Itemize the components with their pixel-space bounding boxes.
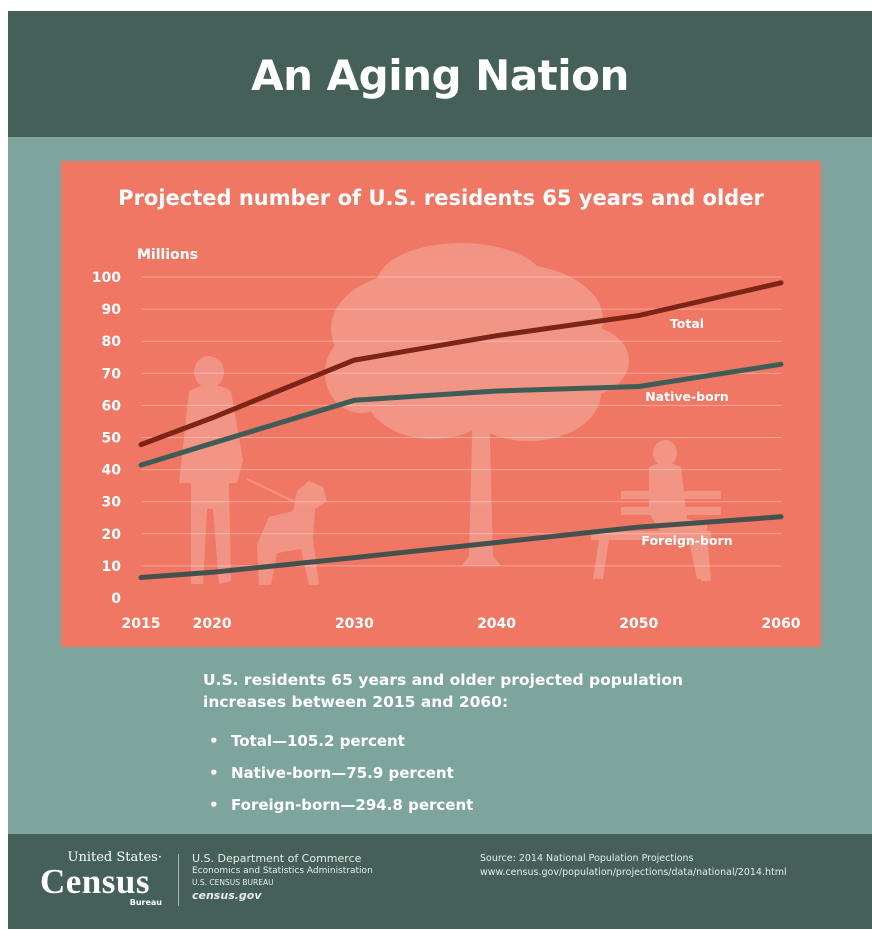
series-label: Foreign-born <box>641 533 732 548</box>
y-tick-label: 60 <box>102 398 122 414</box>
footer: United States· Census Bureau U.S. Depart… <box>8 834 872 929</box>
summary-item-text: Native-born—75.9 percent <box>231 764 454 782</box>
x-tick-label: 2060 <box>762 616 801 632</box>
y-tick-label: 50 <box>102 431 122 447</box>
census-bureau-logo: United States· Census Bureau <box>40 850 162 910</box>
logo-bureau: Bureau <box>130 898 162 907</box>
data-point <box>353 399 356 402</box>
header-banner: An Aging Nation <box>8 11 872 137</box>
data-point <box>211 571 214 574</box>
data-point <box>780 515 783 518</box>
x-tick-label: 2020 <box>193 616 232 632</box>
y-tick-label: 30 <box>102 495 122 511</box>
source-info: Source: 2014 National Population Project… <box>480 852 787 880</box>
y-tick-label: 100 <box>92 270 121 286</box>
chart-title: Projected number of U.S. residents 65 ye… <box>61 186 821 210</box>
data-point <box>637 526 640 529</box>
bullet-icon: • <box>203 789 231 821</box>
y-axis-label: Millions <box>137 247 198 263</box>
x-tick-label: 2040 <box>477 616 516 632</box>
y-tick-label: 20 <box>102 527 122 543</box>
y-tick-label: 10 <box>102 559 122 575</box>
summary-heading-line: U.S. residents 65 years and older projec… <box>203 669 723 691</box>
y-tick-label: 90 <box>102 302 122 318</box>
department-name: U.S. Department of Commerce <box>192 852 373 866</box>
summary-list: • Total—105.2 percent • Native-born—75.9 p… <box>203 725 723 821</box>
source-url[interactable]: www.census.gov/population/projections/da… <box>480 866 787 880</box>
y-tick-label: 0 <box>111 591 121 607</box>
data-point <box>140 464 143 467</box>
bullet-icon: • <box>203 725 231 757</box>
data-point <box>140 443 143 446</box>
summary-section: U.S. residents 65 years and older projec… <box>203 669 723 821</box>
data-point <box>637 385 640 388</box>
series-label: Total <box>670 316 704 331</box>
x-tick-label: 2030 <box>335 616 374 632</box>
x-tick-label: 2015 <box>122 616 161 632</box>
data-point <box>495 334 498 337</box>
administration-name: Economics and Statistics Administration <box>192 866 373 877</box>
source-text: Source: 2014 National Population Project… <box>480 852 787 866</box>
summary-item-foreign-born: • Foreign-born—294.8 percent <box>203 789 723 821</box>
data-point <box>637 314 640 317</box>
summary-item-total: • Total—105.2 percent <box>203 725 723 757</box>
summary-item-text: Foreign-born—294.8 percent <box>231 796 473 814</box>
data-point <box>353 359 356 362</box>
x-axis-ticks: 2015 2020 2030 2040 2050 2060 <box>122 616 801 632</box>
page-title: An Aging Nation <box>8 51 872 100</box>
website-link[interactable]: census.gov <box>192 888 373 903</box>
agency-info: U.S. Department of Commerce Economics an… <box>192 852 373 903</box>
summary-item-text: Total—105.2 percent <box>231 732 405 750</box>
series-label: Native-born <box>645 389 729 404</box>
data-point <box>211 442 214 445</box>
x-tick-label: 2050 <box>619 616 658 632</box>
data-point <box>780 363 783 366</box>
summary-heading-line: increases between 2015 and 2060: <box>203 691 723 713</box>
bullet-icon: • <box>203 757 231 789</box>
data-point <box>495 389 498 392</box>
data-point <box>211 416 214 419</box>
data-point <box>140 576 143 579</box>
chart-panel: 0 10 20 30 40 50 60 70 80 90 100 2015 2020 2030 2040 2… <box>61 161 821 647</box>
data-point <box>495 541 498 544</box>
y-tick-label: 80 <box>102 334 122 350</box>
logo-wordmark: Census <box>40 862 150 902</box>
summary-heading: U.S. residents 65 years and older projec… <box>203 669 723 713</box>
data-point <box>780 281 783 284</box>
walker-with-dog-silhouette <box>179 356 327 585</box>
person-on-bench-silhouette <box>591 440 721 581</box>
infographic: An Aging Nation <box>8 11 872 929</box>
tree-silhouette <box>325 243 629 566</box>
footer-divider <box>178 854 179 906</box>
y-axis-ticks: 0 10 20 30 40 50 60 70 80 90 100 <box>92 270 121 607</box>
data-point <box>353 556 356 559</box>
bureau-name: U.S. CENSUS BUREAU <box>192 877 373 888</box>
y-tick-label: 40 <box>102 463 122 479</box>
y-tick-label: 70 <box>102 366 122 382</box>
summary-item-native-born: • Native-born—75.9 percent <box>203 757 723 789</box>
